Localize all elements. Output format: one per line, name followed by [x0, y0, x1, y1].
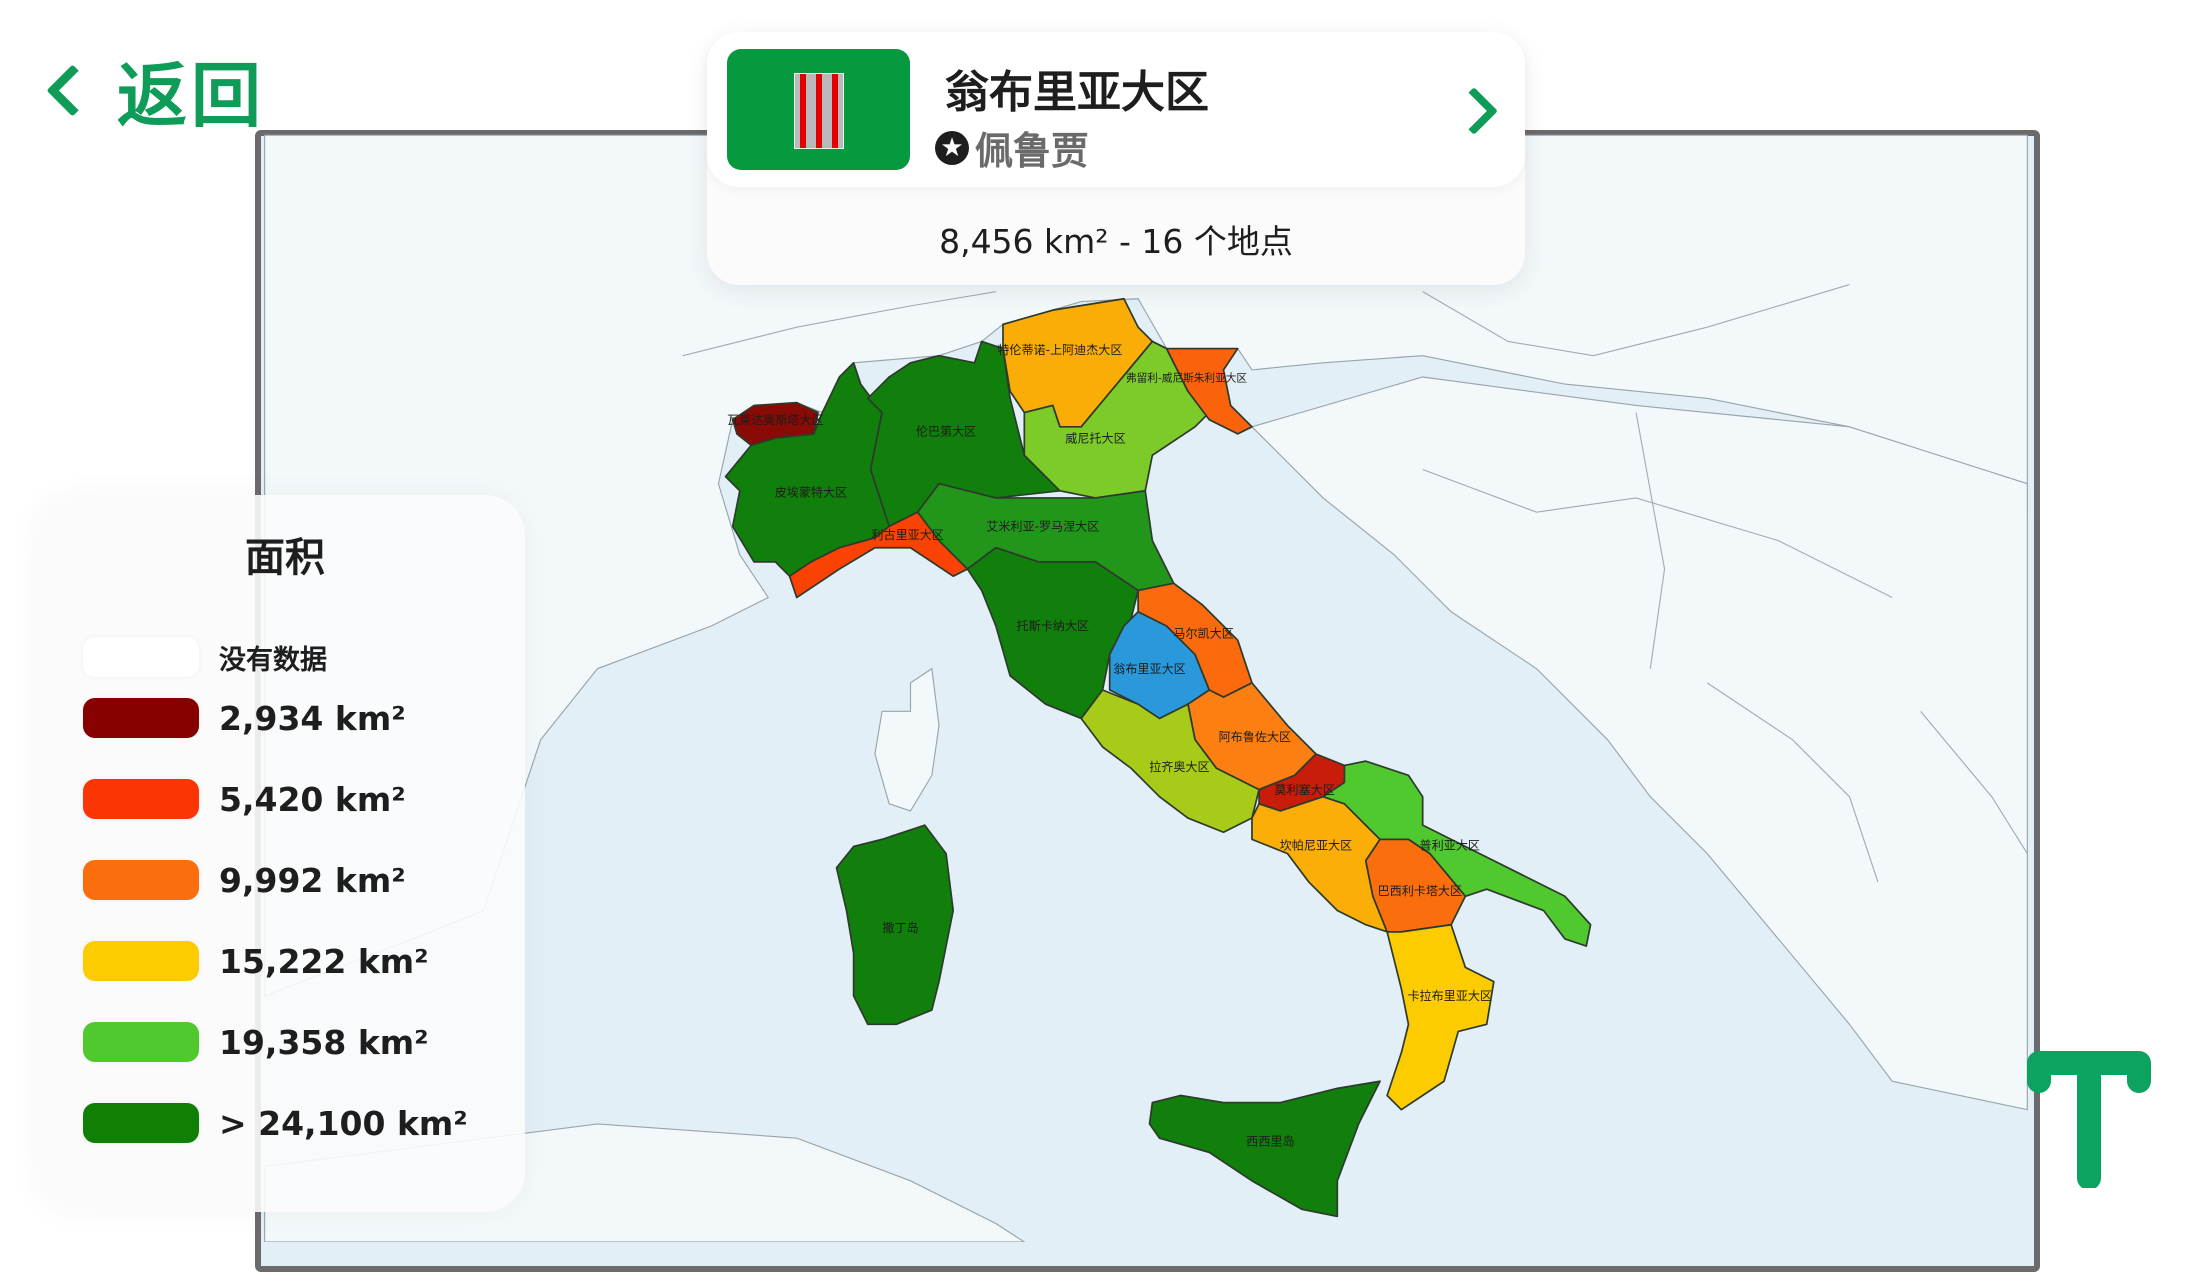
region-label: 托斯卡纳大区 [1017, 619, 1089, 633]
region-label: 巴西利卡塔大区 [1378, 884, 1463, 898]
capital-star-icon: ★ [935, 130, 969, 165]
region-info-card[interactable]: 翁布里亚大区 ★ 佩鲁贾 8,456 km² - 16 个地点 [707, 32, 1525, 285]
region-label: 艾米利亚-罗马涅大区 [986, 520, 1099, 534]
legend-swatch [83, 860, 199, 900]
legend-label: > 24,100 km² [219, 1103, 468, 1143]
legend-swatch [83, 1103, 199, 1143]
region-title: 翁布里亚大区 [945, 67, 1209, 118]
legend-label: 15,222 km² [219, 941, 429, 981]
legend-item: 9,992 km² [83, 860, 406, 900]
region-label: 拉齐奥大区 [1149, 759, 1209, 774]
region-label: 西西里岛 [1246, 1133, 1294, 1148]
region-basilicata[interactable] [1364, 838, 1467, 933]
region-stats: 8,456 km² - 16 个地点 [939, 222, 1293, 261]
legend-label: 5,420 km² [219, 779, 406, 819]
legend-item: 2,934 km² [83, 698, 406, 738]
region-flag [727, 49, 910, 170]
region-label: 马尔凯大区 [1173, 625, 1233, 640]
region-label: 威尼托大区 [1065, 431, 1125, 445]
land-corsica [874, 667, 940, 812]
chevron-left-icon [46, 64, 99, 117]
region-label: 特伦蒂诺-上阿迪杰大区 [997, 342, 1122, 357]
legend-title: 面积 [245, 535, 325, 581]
legend-label: 19,358 km² [219, 1022, 429, 1062]
region-label: 利古里亚大区 [871, 527, 943, 542]
legend-label: 没有数据 [219, 644, 327, 676]
back-label: 返回 [117, 55, 265, 137]
text-toggle-icon[interactable] [2025, 1043, 2153, 1188]
legend-item: 19,358 km² [83, 1022, 429, 1062]
region-sardegna[interactable] [835, 824, 955, 1026]
region-friuli[interactable] [1165, 347, 1253, 435]
region-label: 坎帕尼亚大区 [1280, 837, 1352, 852]
region-label: 弗留利-威尼斯朱利亚大区 [1126, 371, 1247, 384]
legend-item: 5,420 km² [83, 779, 406, 819]
legend-label: 9,992 km² [219, 860, 406, 900]
region-liguria[interactable] [788, 511, 969, 599]
legend-item: 15,222 km² [83, 941, 429, 981]
legend-swatch [83, 698, 199, 738]
legend-swatch [83, 779, 199, 819]
land-balkans [1250, 376, 2028, 1111]
region-label: 翁布里亚大区 [1113, 662, 1185, 676]
legend-item: 没有数据 [83, 637, 327, 677]
region-label: 伦巴第大区 [916, 423, 976, 438]
legend-label: 2,934 km² [219, 698, 406, 738]
legend-item: > 24,100 km² [83, 1103, 468, 1143]
chevron-right-icon[interactable] [1449, 86, 1499, 136]
region-veneto[interactable] [1023, 340, 1211, 499]
region-toscana[interactable] [966, 546, 1139, 720]
capital-name: 佩鲁贾 [975, 129, 1090, 173]
region-label: 瓦莱达奥斯塔大区 [727, 413, 824, 427]
legend-panel: 面积 没有数据 2,934 km² 5,420 km² 9,992 km² 15… [35, 495, 525, 1212]
flag-emblem-icon [794, 73, 844, 149]
legend-swatch [83, 637, 199, 677]
region-label: 普利亚大区 [1420, 838, 1480, 852]
region-label: 莫利塞大区 [1274, 782, 1334, 797]
region-label: 阿布鲁佐大区 [1219, 730, 1291, 744]
legend-swatch [83, 1022, 199, 1062]
region-label: 撒丁岛 [882, 920, 918, 935]
region-sicilia[interactable] [1148, 1080, 1381, 1218]
legend-swatch [83, 941, 199, 981]
region-calabria[interactable] [1386, 923, 1495, 1111]
capital: ★ 佩鲁贾 [935, 120, 1089, 175]
country-border [682, 283, 2028, 883]
region-label: 卡拉布里亚大区 [1407, 988, 1492, 1003]
region-header[interactable]: 翁布里亚大区 ★ 佩鲁贾 [707, 32, 1525, 187]
region-label: 皮埃蒙特大区 [775, 485, 847, 500]
back-button[interactable]: 返回 [40, 40, 265, 141]
